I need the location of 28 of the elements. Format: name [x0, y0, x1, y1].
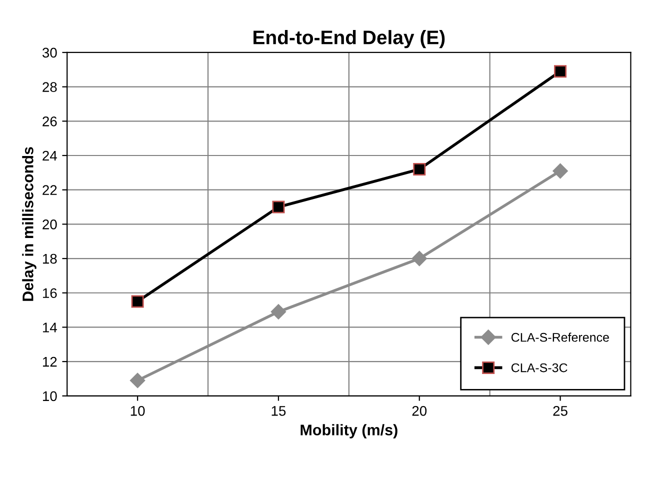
- point: [130, 372, 146, 388]
- y-tick-label: 12: [42, 356, 57, 367]
- point: [412, 250, 427, 266]
- y-tick-label: 22: [42, 185, 57, 195]
- legend-label: CLA-S-3C: [511, 363, 568, 372]
- point: [272, 200, 285, 214]
- point: [270, 304, 286, 320]
- x-tick-label: 25: [553, 406, 568, 416]
- y-axis-title: Delay in milliseconds: [22, 147, 36, 301]
- y-tick-label: 20: [42, 220, 57, 230]
- x-tick-label: 15: [272, 406, 286, 416]
- point: [131, 295, 144, 308]
- y-tick-label: 16: [42, 288, 57, 298]
- x-tick-label: 10: [130, 406, 145, 416]
- y-tick-label: 10: [42, 391, 57, 402]
- y-tick-label: 24: [42, 150, 57, 161]
- y-tick-label: 26: [42, 116, 57, 126]
- y-tick-label: 30: [42, 48, 57, 58]
- point: [552, 163, 568, 179]
- point: [554, 65, 567, 78]
- chart-title: End-to-End Delay (E): [254, 30, 445, 48]
- y-tick-label: 14: [42, 322, 57, 332]
- y-tick-label: 18: [42, 254, 57, 264]
- x-axis-title: Mobility (m/s): [300, 424, 398, 438]
- point: [413, 162, 426, 176]
- x-tick-label: 20: [412, 406, 427, 416]
- legend-label: CLA-S-Reference: [511, 332, 609, 342]
- y-tick-label: 28: [42, 82, 57, 92]
